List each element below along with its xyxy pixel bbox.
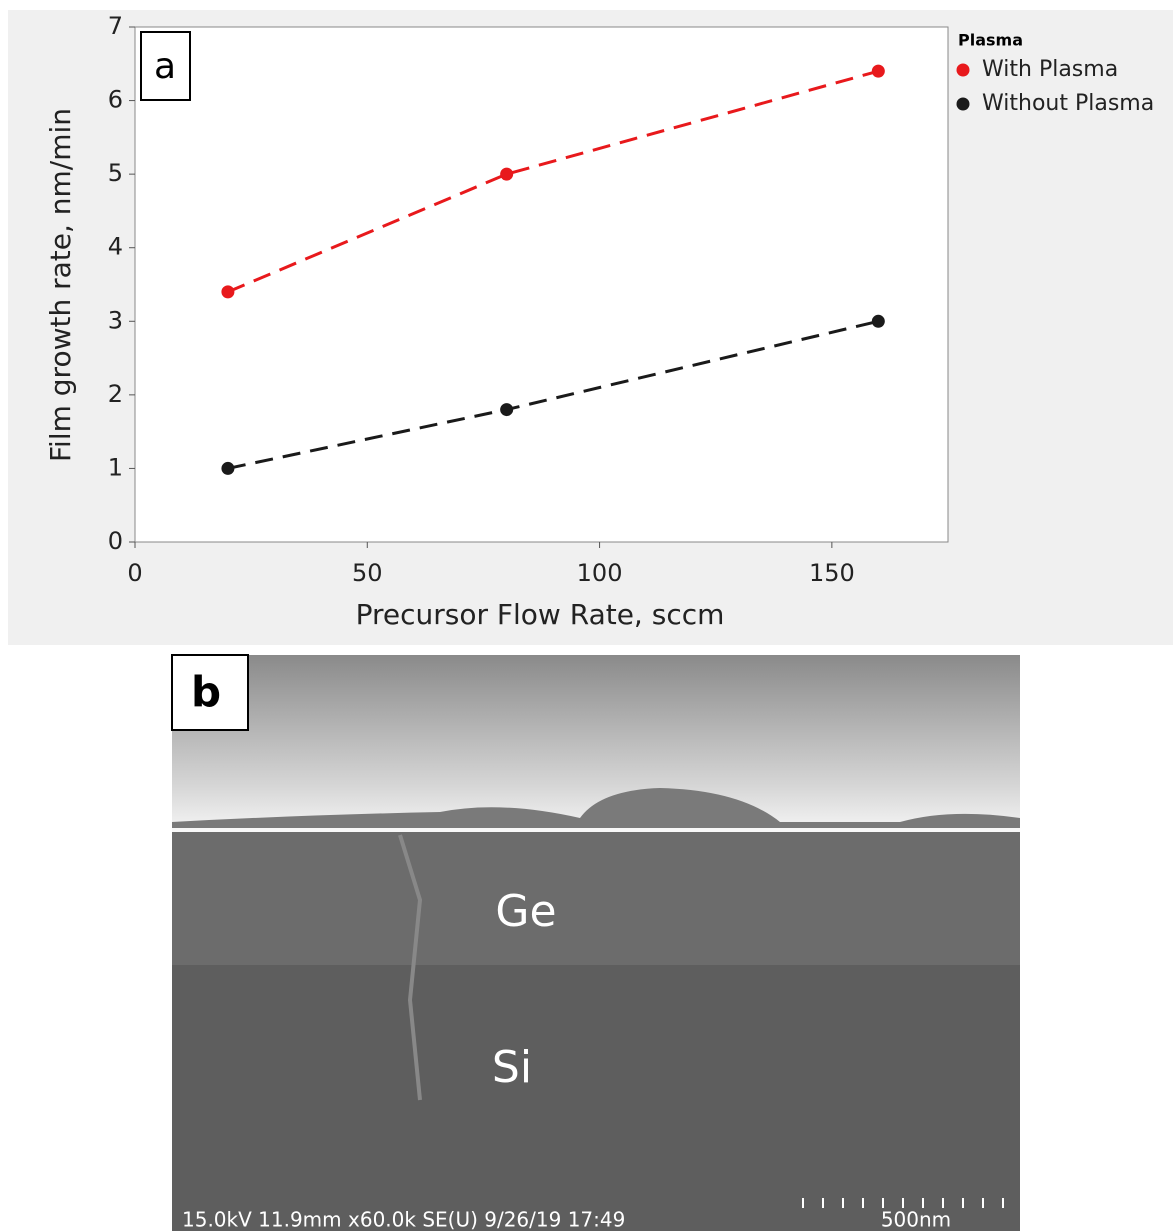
legend-label: With Plasma <box>982 57 1118 82</box>
data-point <box>221 461 235 475</box>
layer-label: Ge <box>495 886 556 937</box>
y-tick-label: 4 <box>108 233 123 261</box>
x-tick-label: 150 <box>809 559 855 587</box>
legend-title: Plasma <box>958 31 1023 50</box>
panel-label-box <box>171 654 249 731</box>
legend-label: Without Plasma <box>982 91 1154 116</box>
sem-crack <box>398 834 423 1101</box>
scale-label: 500nm <box>881 1208 951 1231</box>
panel-label: b <box>191 668 221 717</box>
panel-label-box <box>140 31 191 101</box>
y-tick-label: 1 <box>108 453 123 481</box>
plot-area <box>134 26 949 543</box>
y-tick-label: 0 <box>108 527 123 555</box>
x-tick-label: 100 <box>577 559 623 587</box>
y-tick-label: 7 <box>108 12 123 40</box>
y-axis-title: Film growth rate, nm/min <box>44 108 77 462</box>
x-tick-label: 0 <box>127 559 142 587</box>
data-point <box>221 285 235 299</box>
y-tick-label: 3 <box>108 306 123 334</box>
data-point <box>871 64 885 78</box>
y-tick-label: 2 <box>108 380 123 408</box>
legend-marker <box>956 97 970 111</box>
legend-marker <box>956 63 970 77</box>
data-point <box>871 314 885 328</box>
sem-ge-layer <box>172 832 1020 965</box>
data-point <box>500 403 514 417</box>
sem-background <box>172 655 1020 830</box>
sem-film-surface <box>172 788 1020 830</box>
sem-interface <box>172 828 1020 832</box>
y-tick-label: 5 <box>108 159 123 187</box>
data-point <box>500 167 514 181</box>
x-axis-title: Precursor Flow Rate, sccm <box>356 598 725 631</box>
scale-bar <box>802 1198 1004 1208</box>
layer-label: Si <box>492 1042 532 1093</box>
chart: 0 1 2 3 4 5 6 7 0 50 100 150 With Plasma Without Plas… <box>108 12 1155 587</box>
y-tick-label: 6 <box>108 86 123 114</box>
x-tick-label: 50 <box>352 559 383 587</box>
sem-info: 15.0kV 11.9mm x60.0k SE(U) 9/26/19 17:49 <box>182 1208 625 1231</box>
series-line <box>227 69 879 294</box>
panel-label: a <box>154 46 176 87</box>
